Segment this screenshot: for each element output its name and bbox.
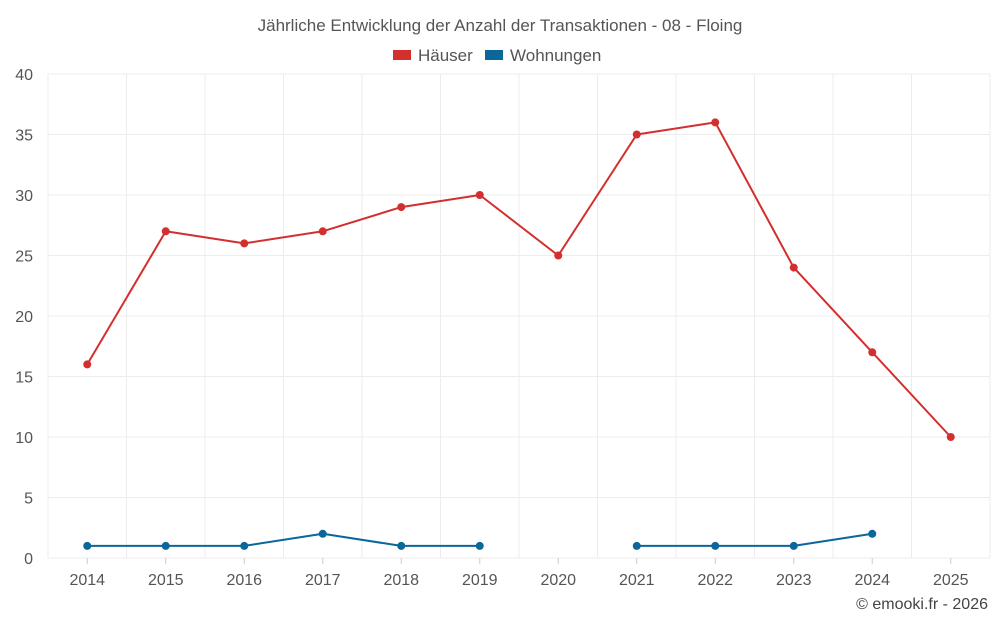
data-point[interactable] [554, 251, 563, 260]
data-point[interactable] [868, 529, 877, 538]
grid [47, 73, 991, 559]
legend-swatch-haeuser [393, 50, 411, 60]
y-tick-label: 10 [15, 430, 33, 447]
x-axis: 2014 2015 2016 2017 2018 2019 2020 2021 2022 2023… [69, 558, 969, 589]
data-point[interactable] [475, 191, 484, 199]
x-tick-label: 2019 [462, 572, 498, 589]
y-tick-label: 30 [15, 188, 33, 205]
y-tick-label: 20 [15, 309, 33, 326]
series-line-1 [87, 532, 480, 547]
x-tick-label: 2021 [619, 572, 655, 589]
y-tick-label: 0 [24, 551, 33, 568]
series-line-0 [86, 121, 952, 438]
data-point[interactable] [240, 239, 249, 248]
y-tick-label: 5 [24, 491, 33, 508]
data-point[interactable] [318, 529, 327, 538]
x-tick-label: 2018 [383, 572, 419, 589]
y-tick-label: 35 [15, 128, 33, 145]
data-point[interactable] [397, 203, 406, 212]
y-axis: 0 5 10 15 20 25 30 35 40 [15, 67, 33, 568]
x-tick-label: 2017 [305, 572, 341, 589]
x-tick-label: 2023 [776, 572, 812, 589]
legend-label-wohnungen[interactable]: Wohnungen [510, 46, 601, 65]
data-point[interactable] [868, 348, 877, 357]
data-point[interactable] [318, 227, 327, 236]
x-tick-label: 2022 [697, 572, 733, 589]
y-tick-label: 40 [15, 67, 33, 84]
y-tick-label: 15 [15, 370, 33, 387]
data-point[interactable] [711, 541, 720, 550]
x-tick-label: 2016 [226, 572, 262, 589]
data-point[interactable] [240, 541, 249, 550]
data-point[interactable] [397, 541, 406, 550]
series-line-1 [636, 532, 873, 547]
legend-label-haeuser[interactable]: Häuser [418, 46, 473, 65]
series-lines [86, 121, 952, 547]
data-point[interactable] [711, 118, 720, 127]
legend: Häuser Wohnungen [393, 46, 601, 65]
legend-swatch-wohnungen [485, 50, 503, 60]
series-points [83, 118, 955, 550]
data-point[interactable] [946, 433, 955, 441]
data-point[interactable] [632, 541, 641, 550]
data-point[interactable] [789, 263, 798, 272]
x-tick-label: 2015 [148, 572, 184, 589]
data-point[interactable] [475, 541, 484, 550]
data-point[interactable] [83, 360, 92, 369]
data-point[interactable] [161, 541, 170, 550]
data-point[interactable] [161, 227, 170, 236]
x-tick-label: 2014 [69, 572, 105, 589]
x-tick-label: 2025 [933, 572, 969, 589]
y-tick-label: 25 [15, 249, 33, 266]
data-point[interactable] [632, 130, 641, 139]
credit-text: © emooki.fr - 2026 [856, 596, 988, 613]
x-tick-label: 2020 [540, 572, 576, 589]
data-point[interactable] [83, 541, 92, 550]
chart-title: Jährliche Entwicklung der Anzahl der Tra… [258, 16, 743, 35]
x-tick-label: 2024 [854, 572, 890, 589]
data-point[interactable] [789, 541, 798, 550]
